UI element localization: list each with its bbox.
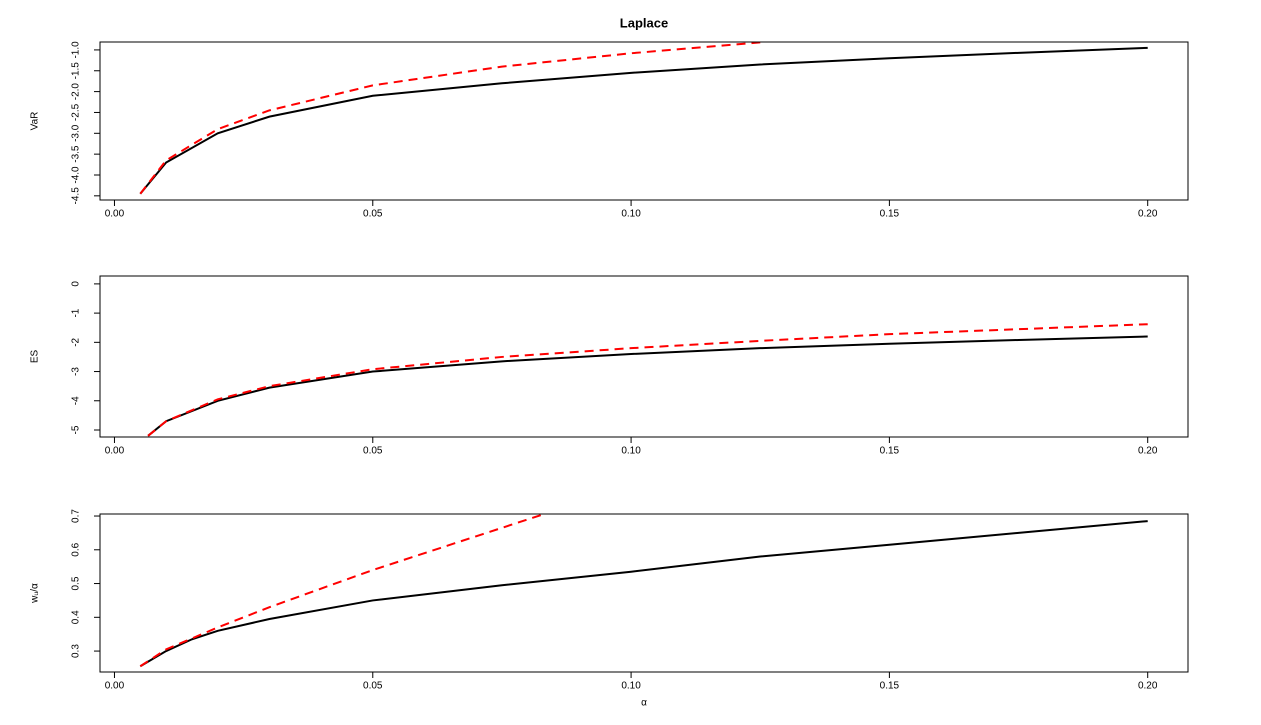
y-tick-label: -4.0	[71, 166, 82, 184]
series-line	[147, 323, 1148, 437]
y-tick-label: 0.3	[71, 644, 82, 658]
y-tick-label: -3.0	[71, 124, 82, 142]
series-line	[139, 42, 761, 195]
y-tick-label: -4.5	[71, 187, 82, 205]
x-tick-label: 0.00	[105, 446, 125, 457]
series-line	[147, 335, 1148, 437]
series-line	[139, 514, 544, 668]
x-tick-label: 0.00	[105, 681, 125, 692]
x-tick-label: 0.10	[621, 446, 641, 457]
x-tick-label: 0.15	[880, 446, 900, 457]
y-tick-label: 0.4	[71, 610, 82, 624]
x-tick-label: 0.20	[1138, 681, 1158, 692]
y-tick-label: -2.0	[71, 83, 82, 101]
series-line	[139, 46, 1148, 195]
y-axis-label: ES	[30, 350, 41, 364]
y-tick-label: -4	[71, 396, 82, 405]
x-tick-label: 0.15	[880, 209, 900, 220]
y-tick-label: -3.5	[71, 145, 82, 163]
y-tick-label: 0.7	[71, 509, 82, 523]
x-tick-label: 0.20	[1138, 446, 1158, 457]
x-tick-label: 0.10	[621, 681, 641, 692]
plot-frame	[99, 513, 1189, 673]
y-tick-label: -5	[71, 425, 82, 434]
y-tick-label: -2	[71, 337, 82, 346]
x-axis-label: α	[641, 698, 647, 709]
y-tick-label: -1.5	[71, 62, 82, 80]
series-line	[139, 520, 1148, 668]
plot-frame	[99, 41, 1189, 201]
y-axis-label: VaR	[30, 112, 41, 131]
x-tick-label: 0.20	[1138, 209, 1158, 220]
y-tick-label: 0.6	[71, 542, 82, 556]
chart-title: Laplace	[620, 15, 668, 30]
plot-frame	[99, 275, 1189, 438]
y-tick-label: -3	[71, 367, 82, 376]
y-axis-label: wᵤ/α	[30, 583, 41, 604]
y-tick-label: -1	[71, 308, 82, 317]
x-tick-label: 0.05	[363, 446, 383, 457]
y-tick-label: 0	[71, 281, 82, 287]
y-tick-label: -1.0	[71, 41, 82, 59]
x-tick-label: 0.05	[363, 681, 383, 692]
x-tick-label: 0.00	[105, 209, 125, 220]
y-tick-label: -2.5	[71, 103, 82, 121]
y-tick-label: 0.5	[71, 576, 82, 590]
x-tick-label: 0.10	[621, 209, 641, 220]
x-tick-label: 0.05	[363, 209, 383, 220]
x-tick-label: 0.15	[880, 681, 900, 692]
